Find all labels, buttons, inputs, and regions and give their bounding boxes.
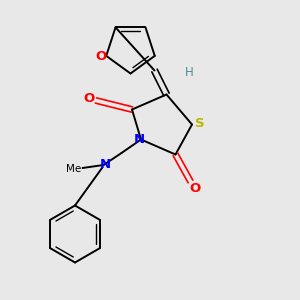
Text: Me: Me <box>66 164 81 175</box>
Text: O: O <box>83 92 94 106</box>
Text: N: N <box>99 158 111 171</box>
Text: S: S <box>195 117 204 130</box>
Text: O: O <box>189 182 201 196</box>
Text: O: O <box>95 50 106 63</box>
Text: H: H <box>184 65 194 79</box>
Text: N: N <box>134 133 145 146</box>
